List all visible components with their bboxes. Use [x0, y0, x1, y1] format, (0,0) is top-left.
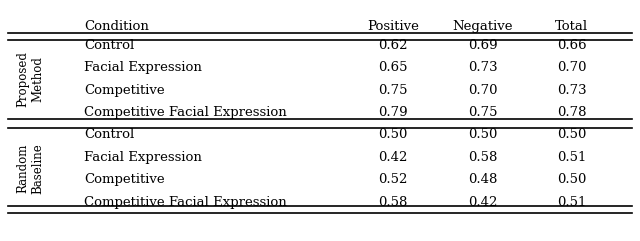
Text: 0.50: 0.50	[557, 128, 586, 141]
Text: Competitive: Competitive	[84, 84, 165, 97]
Text: Competitive: Competitive	[84, 173, 165, 186]
Text: 0.50: 0.50	[379, 128, 408, 141]
Text: 0.50: 0.50	[468, 128, 497, 141]
Text: 0.58: 0.58	[379, 195, 408, 208]
Text: 0.70: 0.70	[557, 61, 586, 74]
Text: 0.73: 0.73	[468, 61, 497, 74]
Text: 0.48: 0.48	[468, 173, 497, 186]
Text: 0.52: 0.52	[379, 173, 408, 186]
Text: 0.70: 0.70	[468, 84, 497, 97]
Text: Facial Expression: Facial Expression	[84, 151, 202, 164]
Text: 0.79: 0.79	[378, 106, 408, 119]
Text: Proposed
Method: Proposed Method	[16, 51, 44, 107]
Text: 0.69: 0.69	[468, 39, 497, 52]
Text: 0.42: 0.42	[468, 195, 497, 208]
Text: Control: Control	[84, 39, 134, 52]
Text: Condition: Condition	[84, 20, 149, 33]
Text: 0.65: 0.65	[378, 61, 408, 74]
Text: Positive: Positive	[367, 20, 419, 33]
Text: Negative: Negative	[452, 20, 513, 33]
Text: Total: Total	[555, 20, 588, 33]
Text: Competitive Facial Expression: Competitive Facial Expression	[84, 106, 287, 119]
Text: 0.51: 0.51	[557, 151, 586, 164]
Text: Facial Expression: Facial Expression	[84, 61, 202, 74]
Text: 0.66: 0.66	[557, 39, 586, 52]
Text: 0.62: 0.62	[378, 39, 408, 52]
Text: 0.75: 0.75	[468, 106, 497, 119]
Text: Competitive Facial Expression: Competitive Facial Expression	[84, 195, 287, 208]
Text: 0.42: 0.42	[379, 151, 408, 164]
Text: 0.50: 0.50	[557, 173, 586, 186]
Text: 0.75: 0.75	[378, 84, 408, 97]
Text: 0.51: 0.51	[557, 195, 586, 208]
Text: 0.73: 0.73	[557, 84, 586, 97]
Text: 0.78: 0.78	[557, 106, 586, 119]
Text: 0.58: 0.58	[468, 151, 497, 164]
Text: Random
Baseline: Random Baseline	[16, 143, 44, 194]
Text: Control: Control	[84, 128, 134, 141]
